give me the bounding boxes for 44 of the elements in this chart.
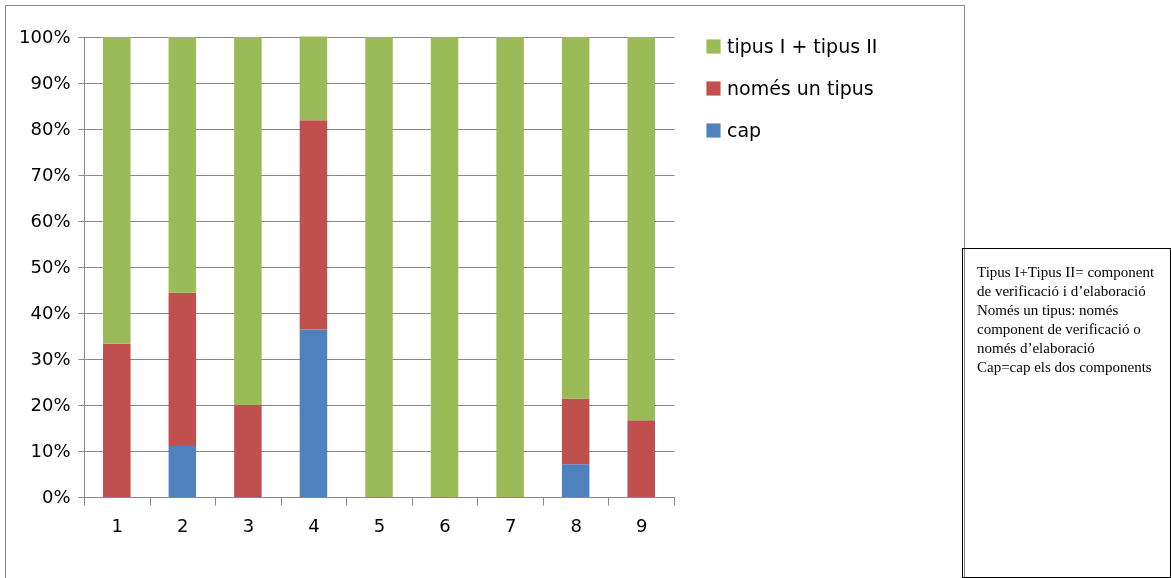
legend-label: tipus I + tipus II (727, 34, 878, 57)
x-tick-label: 2 (177, 514, 189, 536)
y-tick-label: 30% (30, 347, 71, 369)
bar (561, 464, 590, 497)
bar (234, 37, 262, 405)
bar (299, 120, 328, 330)
legend-label: cap (727, 118, 762, 141)
bar (299, 329, 328, 497)
legend-label: només un tipus (727, 76, 874, 99)
bar (234, 405, 262, 497)
bar (430, 37, 459, 497)
bar (103, 343, 131, 497)
y-tick-label: 60% (30, 209, 71, 231)
x-tick-label: 9 (636, 514, 648, 536)
bar (561, 37, 590, 399)
x-tick-label: 1 (111, 514, 123, 536)
y-tick-label: 90% (30, 71, 71, 93)
text: Només un tipus: només component de verificació o només d’elaboració (977, 301, 1142, 358)
x-tick-label: 6 (439, 514, 451, 536)
text: Cap=cap els dos components (977, 358, 1153, 377)
y-tick-label: 40% (30, 301, 71, 323)
y-tick-label: 0% (41, 485, 71, 507)
y-tick-label: 20% (30, 393, 71, 415)
text: Tipus I+Tipus II= component de verificació i d’elaboració (977, 263, 1156, 301)
x-tick-label: 3 (242, 514, 255, 536)
bar (561, 398, 590, 465)
bar (168, 37, 197, 293)
y-tick-label: 10% (30, 439, 71, 461)
bar (365, 37, 393, 497)
bar (168, 292, 197, 446)
bar (168, 445, 197, 497)
x-tick-label: 7 (504, 514, 517, 536)
bar (627, 420, 655, 497)
x-tick-label: 4 (308, 514, 320, 536)
y-tick-label: 70% (30, 163, 71, 185)
y-tick-label: 50% (30, 255, 71, 277)
bar (496, 37, 524, 497)
x-tick-label: 5 (373, 514, 386, 536)
y-tick-label: 80% (30, 117, 71, 139)
bar (299, 36, 328, 121)
bar (103, 37, 131, 344)
x-tick-label: 8 (570, 514, 582, 536)
bar (627, 37, 655, 421)
y-tick-label: 100% (19, 25, 71, 47)
